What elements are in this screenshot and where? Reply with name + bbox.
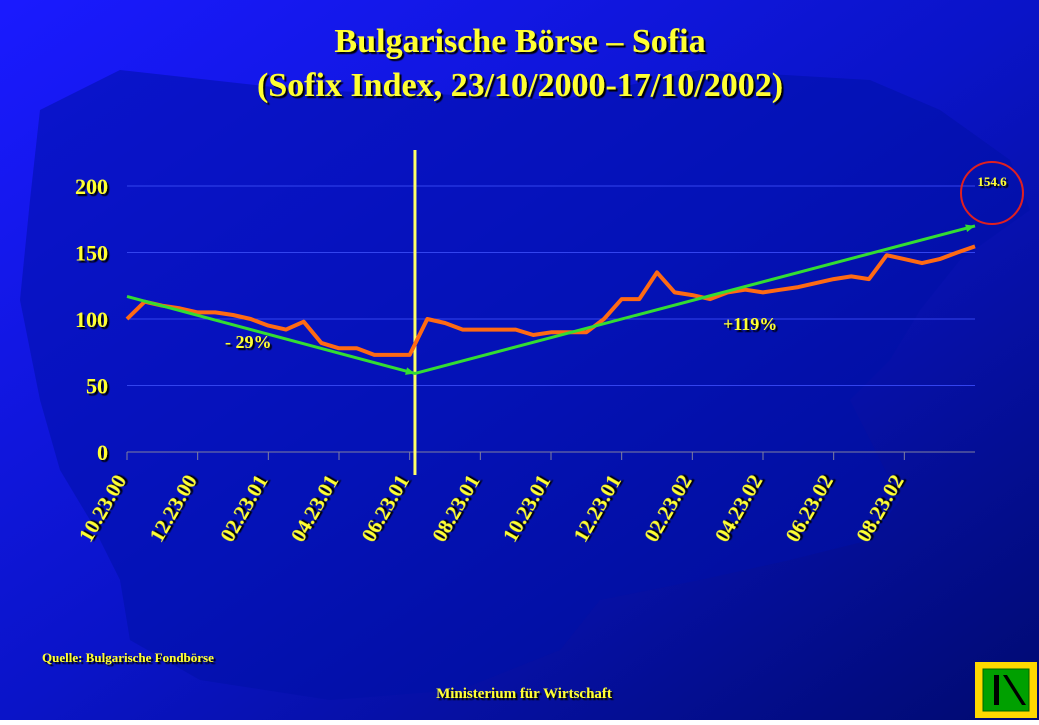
- footer: Ministerium für Wirtschaft: [436, 686, 612, 702]
- nav-button[interactable]: [975, 662, 1037, 718]
- annotation: 154.6: [977, 174, 1007, 189]
- annotation: +119%: [723, 314, 777, 334]
- chart-title: Bulgarische Börse – Sofia: [334, 23, 705, 60]
- annotation: - 29%: [225, 332, 272, 352]
- trend-line: [126, 224, 976, 376]
- nav-button-bar[interactable]: [994, 675, 999, 705]
- chart-subtitle: (Sofix Index, 23/10/2000-17/10/2002): [257, 67, 783, 104]
- y-tick-label: 100: [75, 307, 108, 332]
- trend-arrowhead: [965, 224, 975, 233]
- nav-button-slash[interactable]: [1003, 675, 1026, 705]
- source-note: Quelle: Bulgarische Fondbörse: [42, 650, 214, 665]
- y-tick-label: 50: [86, 374, 108, 399]
- y-tick-label: 200: [75, 174, 108, 199]
- y-tick-label: 0: [97, 440, 108, 465]
- highlight-circle: [960, 161, 1024, 225]
- index-line: [125, 244, 976, 357]
- y-tick-label: 150: [75, 241, 108, 266]
- trend-arrowhead: [405, 367, 415, 375]
